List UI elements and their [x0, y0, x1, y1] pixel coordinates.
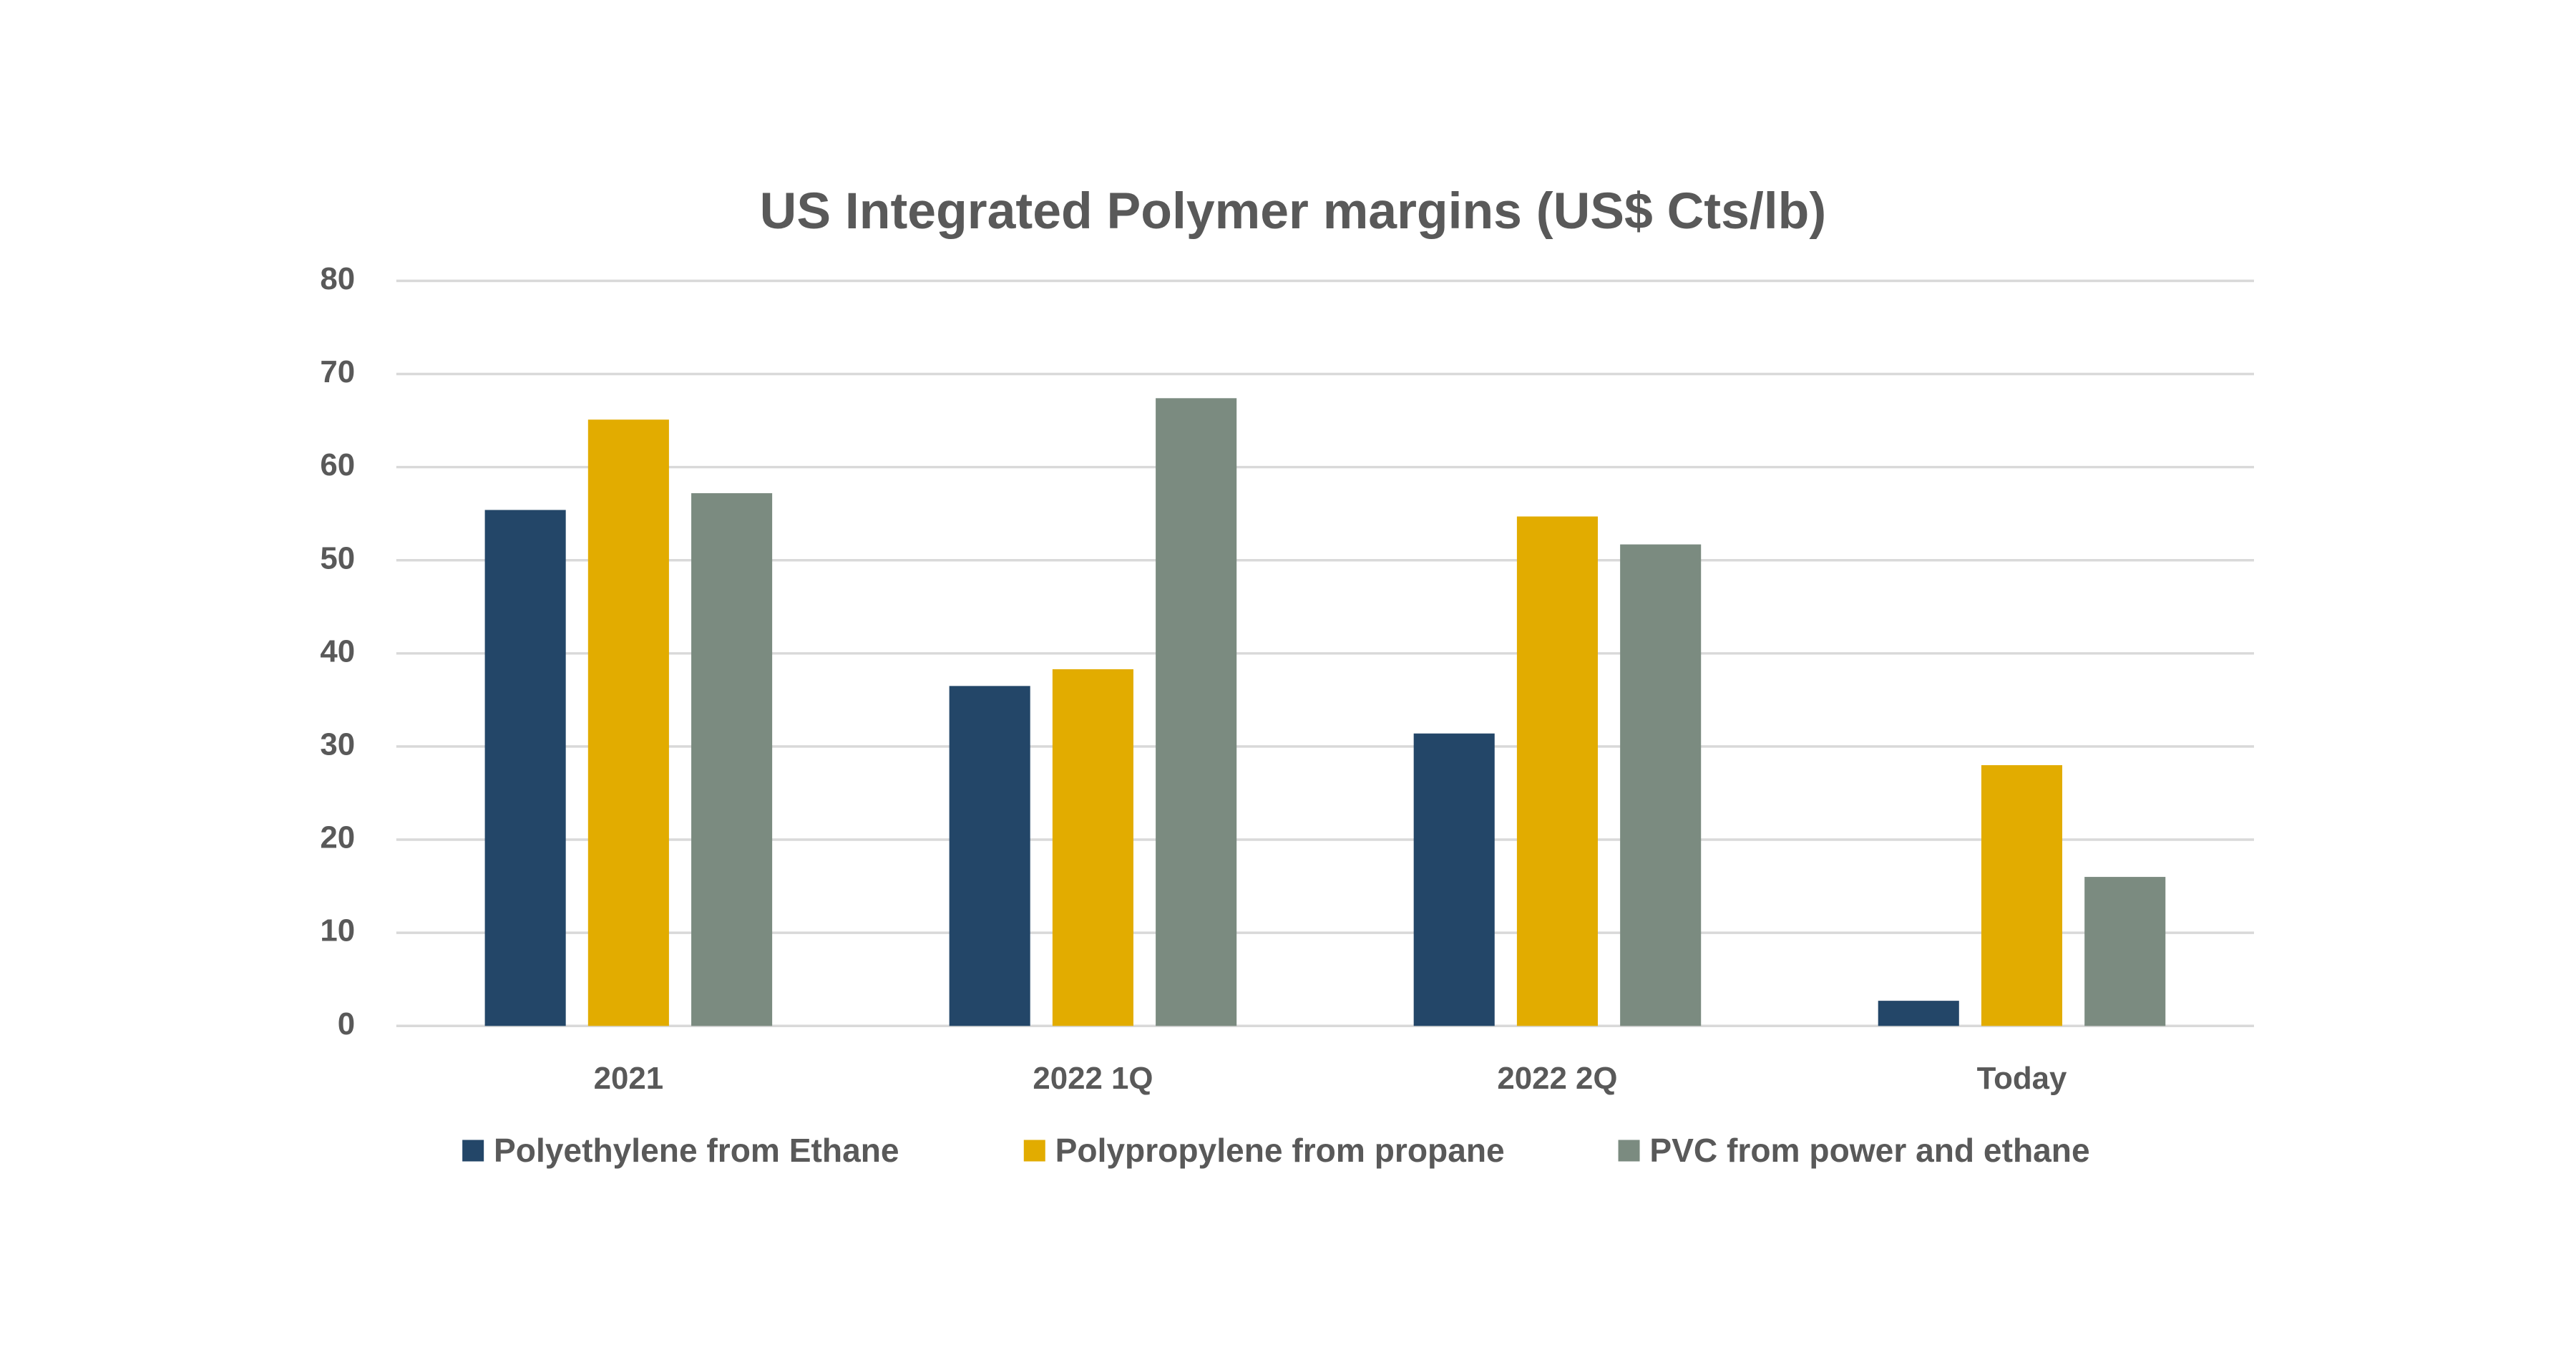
y-tick-label: 60	[320, 447, 355, 482]
bar	[2084, 877, 2166, 1026]
legend-label: Polypropylene from propane	[1055, 1132, 1505, 1169]
legend-label: Polyethylene from Ethane	[494, 1132, 899, 1169]
x-tick-label: Today	[1977, 1061, 2067, 1096]
bar	[1052, 669, 1133, 1026]
bar	[587, 419, 669, 1026]
bar	[949, 686, 1030, 1026]
bar	[1981, 764, 2063, 1026]
x-tick-label: 2022 1Q	[1033, 1061, 1153, 1096]
y-tick-label: 80	[320, 261, 355, 296]
legend-swatch	[1618, 1140, 1640, 1162]
bar	[1516, 516, 1598, 1026]
legend-label: PVC from power and ethane	[1649, 1132, 2089, 1169]
bar	[484, 510, 566, 1026]
y-tick-label: 20	[320, 820, 355, 855]
bar	[1413, 733, 1495, 1026]
chart-title: US Integrated Polymer margins (US$ Cts/l…	[760, 183, 1826, 240]
y-tick-label: 50	[320, 540, 355, 576]
y-tick-label: 40	[320, 633, 355, 669]
y-tick-label: 10	[320, 913, 355, 948]
x-tick-label: 2021	[594, 1061, 664, 1096]
y-tick-label: 0	[338, 1006, 355, 1041]
bar	[1878, 1001, 1959, 1026]
legend-swatch	[462, 1140, 484, 1162]
bar	[691, 493, 773, 1026]
y-tick-label: 70	[320, 354, 355, 389]
bar	[1156, 398, 1237, 1026]
x-tick-label: 2022 2Q	[1497, 1061, 1617, 1096]
bar	[1620, 544, 1702, 1026]
y-tick-label: 30	[320, 727, 355, 762]
legend-swatch	[1023, 1140, 1045, 1162]
